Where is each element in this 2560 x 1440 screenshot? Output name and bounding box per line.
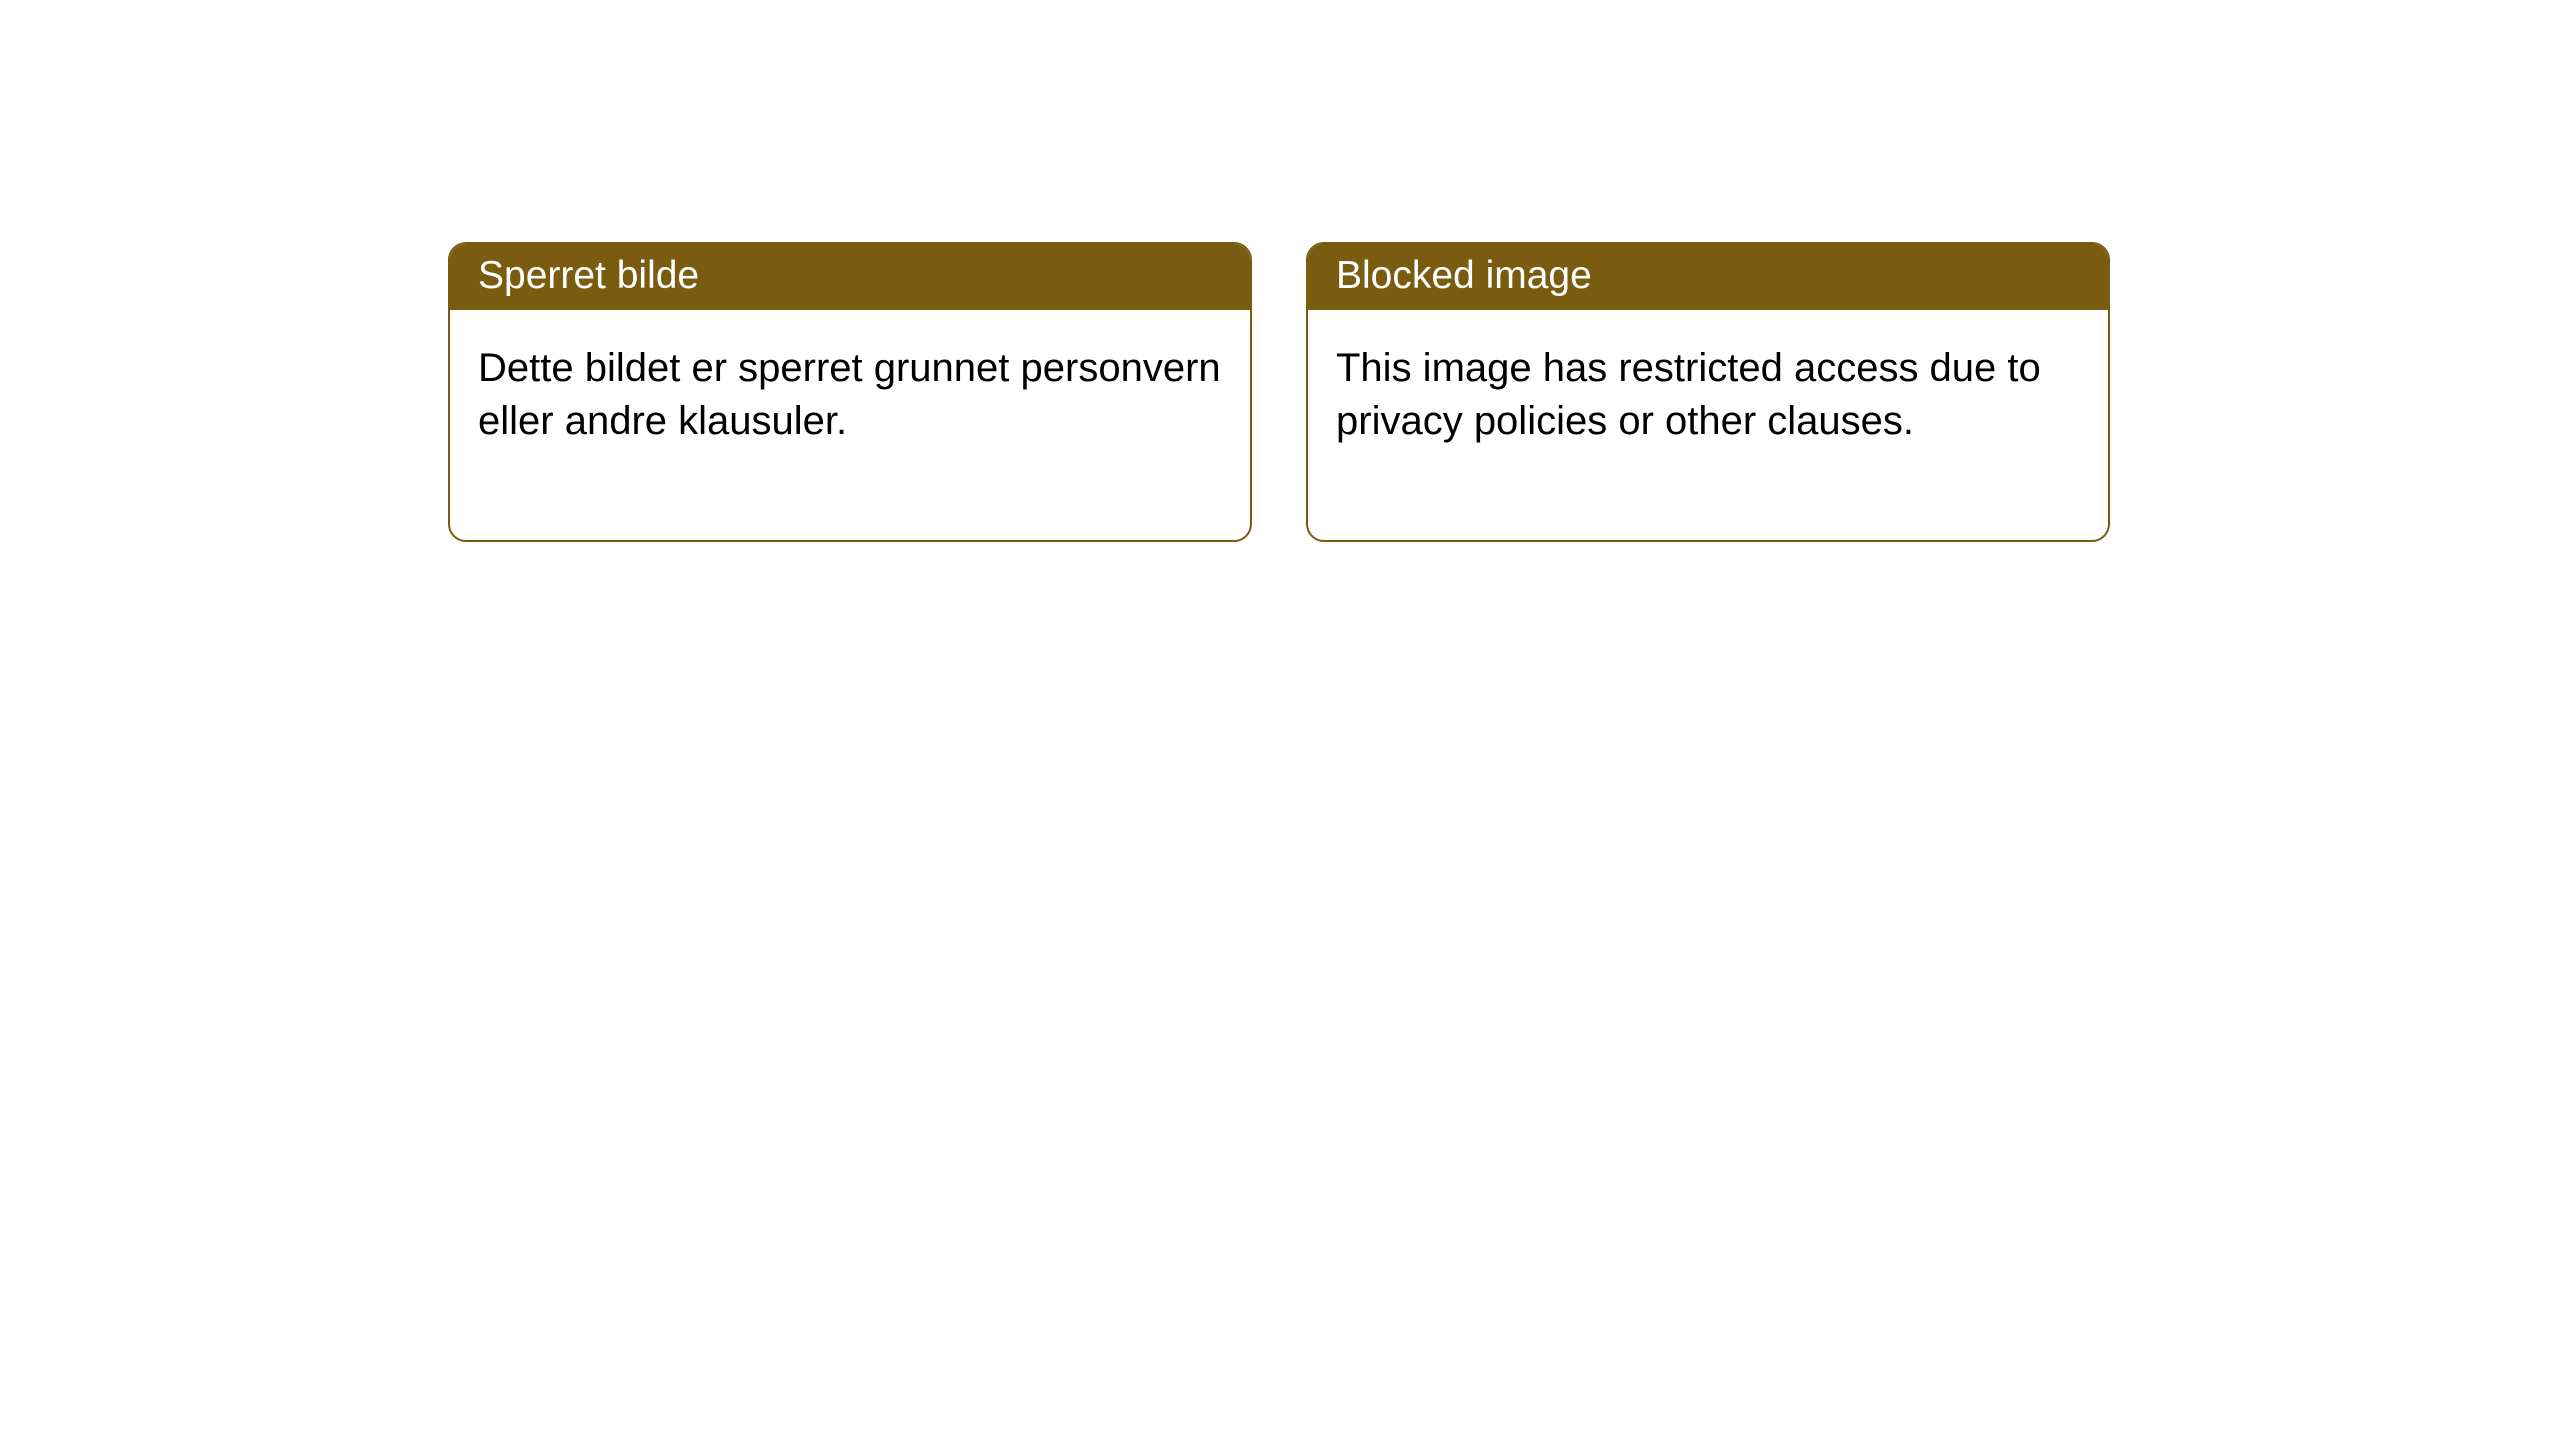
card-header: Blocked image <box>1308 244 2108 310</box>
card-body: This image has restricted access due to … <box>1308 310 2108 540</box>
notice-card-norwegian: Sperret bilde Dette bildet er sperret gr… <box>448 242 1252 542</box>
card-body: Dette bildet er sperret grunnet personve… <box>450 310 1250 540</box>
notice-card-english: Blocked image This image has restricted … <box>1306 242 2110 542</box>
card-title: Sperret bilde <box>478 254 699 297</box>
card-header: Sperret bilde <box>450 244 1250 310</box>
notice-cards-container: Sperret bilde Dette bildet er sperret gr… <box>448 242 2110 542</box>
card-title: Blocked image <box>1336 254 1592 297</box>
card-body-text: This image has restricted access due to … <box>1336 346 2041 443</box>
card-body-text: Dette bildet er sperret grunnet personve… <box>478 346 1221 443</box>
